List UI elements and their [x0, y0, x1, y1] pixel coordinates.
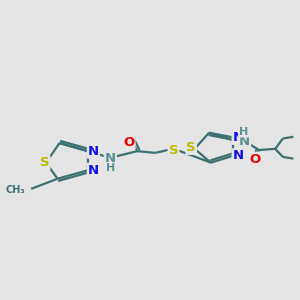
Text: O: O	[123, 136, 135, 149]
Text: N: N	[88, 145, 99, 158]
Text: O: O	[249, 153, 260, 166]
Text: H: H	[239, 127, 248, 137]
Text: S: S	[169, 143, 178, 157]
Text: N: N	[232, 149, 244, 162]
Text: S: S	[186, 141, 196, 154]
Text: S: S	[40, 156, 50, 169]
Text: N: N	[88, 164, 99, 177]
Text: N: N	[232, 131, 244, 144]
Text: CH₃: CH₃	[6, 185, 26, 195]
Text: N: N	[105, 152, 116, 165]
Text: N: N	[239, 135, 250, 148]
Text: H: H	[106, 163, 116, 173]
